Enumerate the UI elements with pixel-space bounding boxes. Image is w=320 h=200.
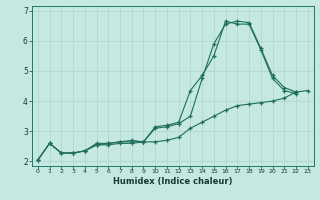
X-axis label: Humidex (Indice chaleur): Humidex (Indice chaleur) [113,177,233,186]
